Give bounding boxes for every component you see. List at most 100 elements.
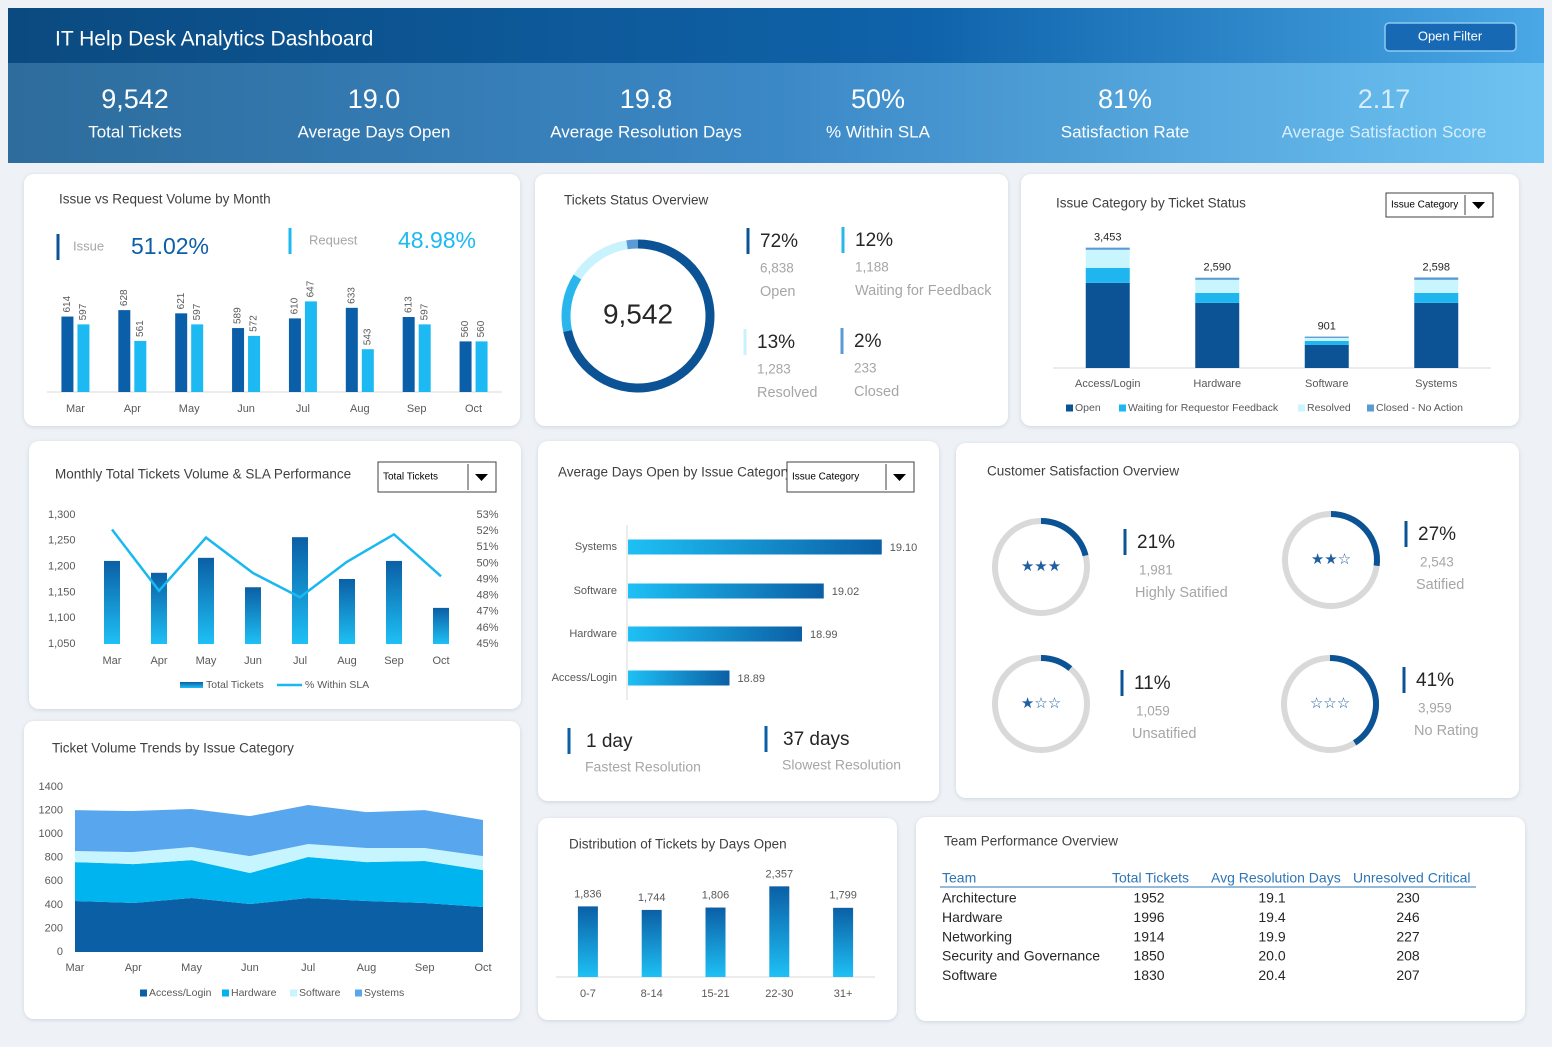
legend-label: Issue (73, 238, 104, 253)
bar (386, 560, 402, 644)
data-label: 621 (176, 292, 187, 309)
bar (769, 886, 790, 977)
dropdown-label[interactable]: Total Tickets (383, 472, 438, 483)
bar (418, 324, 431, 392)
dropdown-arrow[interactable] (893, 474, 906, 481)
chart-title: Distribution of Tickets by Days Open (569, 837, 787, 852)
x-tick-label: 31+ (834, 988, 853, 1000)
bar (361, 349, 374, 392)
dropdown-label[interactable]: Issue Category (792, 472, 859, 483)
area (75, 857, 483, 907)
status-name: Open (760, 284, 795, 300)
data-label: 1,744 (638, 892, 666, 904)
bar (134, 340, 147, 392)
highlight-label: Slowest Resolution (782, 757, 901, 773)
filter-button[interactable]: Open Filter (1384, 22, 1517, 52)
rating-count: 2,543 (1420, 555, 1454, 570)
bar-segment (1414, 302, 1459, 368)
table-cell: 1914 (1133, 928, 1164, 944)
dropdown-box[interactable] (377, 461, 497, 493)
rating-stars: ☆☆☆ (1310, 695, 1350, 712)
bar (245, 587, 261, 644)
bar (641, 909, 662, 977)
dropdown[interactable]: Issue Category (786, 461, 915, 493)
dropdown[interactable]: Issue Category (1385, 192, 1494, 218)
x-tick-label: Jul (296, 403, 310, 415)
bar-segment (1304, 336, 1349, 338)
data-label: 560 (460, 320, 471, 337)
legend-label: Waiting for Requestor Feedback (1128, 402, 1279, 414)
x-tick-label: Jul (293, 655, 307, 667)
legend-label: Request (309, 232, 358, 247)
x-tick-label: Jun (244, 655, 262, 667)
legend-label: Hardware (231, 987, 277, 999)
dropdown-arrow[interactable] (475, 474, 488, 481)
data-label: 561 (135, 320, 146, 337)
x-tick-label: Aug (357, 962, 377, 974)
status-count: 233 (854, 361, 877, 376)
x-tick-label: Access/Login (1075, 378, 1140, 390)
table-cell: 208 (1396, 948, 1420, 964)
rating-stars: ★★★ (1021, 558, 1061, 575)
legend-swatch (1119, 404, 1126, 412)
rating-stars: ★☆☆ (1021, 695, 1061, 712)
bar-segment (1195, 277, 1240, 280)
data-label: 613 (403, 296, 414, 313)
y-tick-label: 1,200 (48, 561, 76, 573)
status-name: Closed (854, 384, 899, 400)
ring-value (1040, 518, 1089, 557)
bar (459, 341, 472, 392)
dropdown-label[interactable]: Issue Category (1391, 200, 1458, 211)
button-label[interactable]: Open Filter (1418, 28, 1483, 43)
dropdown-arrow[interactable] (1472, 202, 1485, 209)
dropdown[interactable]: Total Tickets (377, 461, 497, 493)
x-tick-label: May (179, 403, 200, 415)
card (1021, 174, 1519, 426)
bar (433, 607, 449, 644)
table-cell: Architecture (942, 890, 1017, 906)
legend-label: Total Tickets (206, 679, 264, 691)
button-box[interactable] (1384, 22, 1517, 52)
x-tick-label: 0-7 (580, 988, 596, 1000)
bar (705, 907, 726, 977)
x-tick-label: 22-30 (765, 988, 793, 1000)
y-tick-label: Systems (575, 541, 618, 553)
bar (402, 317, 415, 392)
bar-segment (1414, 292, 1459, 303)
bar-segment (1414, 279, 1459, 293)
table-cell: 227 (1396, 928, 1420, 944)
card (916, 817, 1525, 1021)
legend-label: Access/Login (149, 987, 212, 999)
legend-label: Resolved (1307, 402, 1351, 414)
status-percent: 12% (855, 230, 893, 251)
bar-segment (1195, 302, 1240, 368)
legend-label: Systems (364, 987, 404, 999)
donut-segment (563, 239, 715, 393)
dropdown-box[interactable] (1385, 192, 1494, 218)
legend-label: Closed - No Action (1376, 402, 1463, 414)
y2-tick-label: 45% (477, 638, 499, 650)
table-cell: 19.9 (1258, 928, 1285, 944)
bar (232, 328, 245, 392)
table-cell: 246 (1396, 909, 1420, 925)
bar (577, 906, 598, 977)
bar-segment (1195, 279, 1240, 293)
dropdown-box[interactable] (786, 461, 915, 493)
data-label: 597 (192, 303, 203, 320)
highlight-value: 1 day (586, 731, 633, 752)
status-percent: 72% (760, 231, 798, 252)
total-label: 2,590 (1203, 262, 1231, 274)
header-bar (8, 8, 1544, 63)
table-cell: Hardware (942, 909, 1003, 925)
x-tick-label: Sep (415, 962, 435, 974)
data-label: 1,836 (574, 888, 602, 900)
x-tick-label: Software (1305, 378, 1348, 390)
data-label: 19.10 (890, 542, 918, 554)
data-label: 1,799 (829, 890, 857, 902)
status-name: Waiting for Feedback (855, 283, 992, 299)
bar (151, 572, 167, 644)
x-tick-label: Apr (125, 962, 142, 974)
card (535, 174, 1008, 426)
x-tick-label: Jul (301, 962, 315, 974)
table-cell: 20.4 (1258, 967, 1285, 983)
